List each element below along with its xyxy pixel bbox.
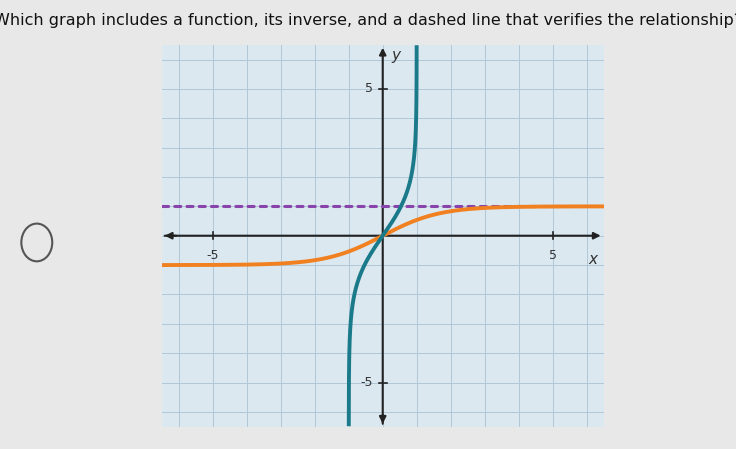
Text: Which graph includes a function, its inverse, and a dashed line that verifies th: Which graph includes a function, its inv… bbox=[0, 13, 736, 28]
Text: -5: -5 bbox=[207, 249, 219, 262]
Text: 5: 5 bbox=[364, 83, 372, 96]
Text: x: x bbox=[589, 252, 598, 267]
Text: 5: 5 bbox=[548, 249, 556, 262]
Text: -5: -5 bbox=[360, 376, 372, 389]
Text: y: y bbox=[392, 48, 400, 63]
